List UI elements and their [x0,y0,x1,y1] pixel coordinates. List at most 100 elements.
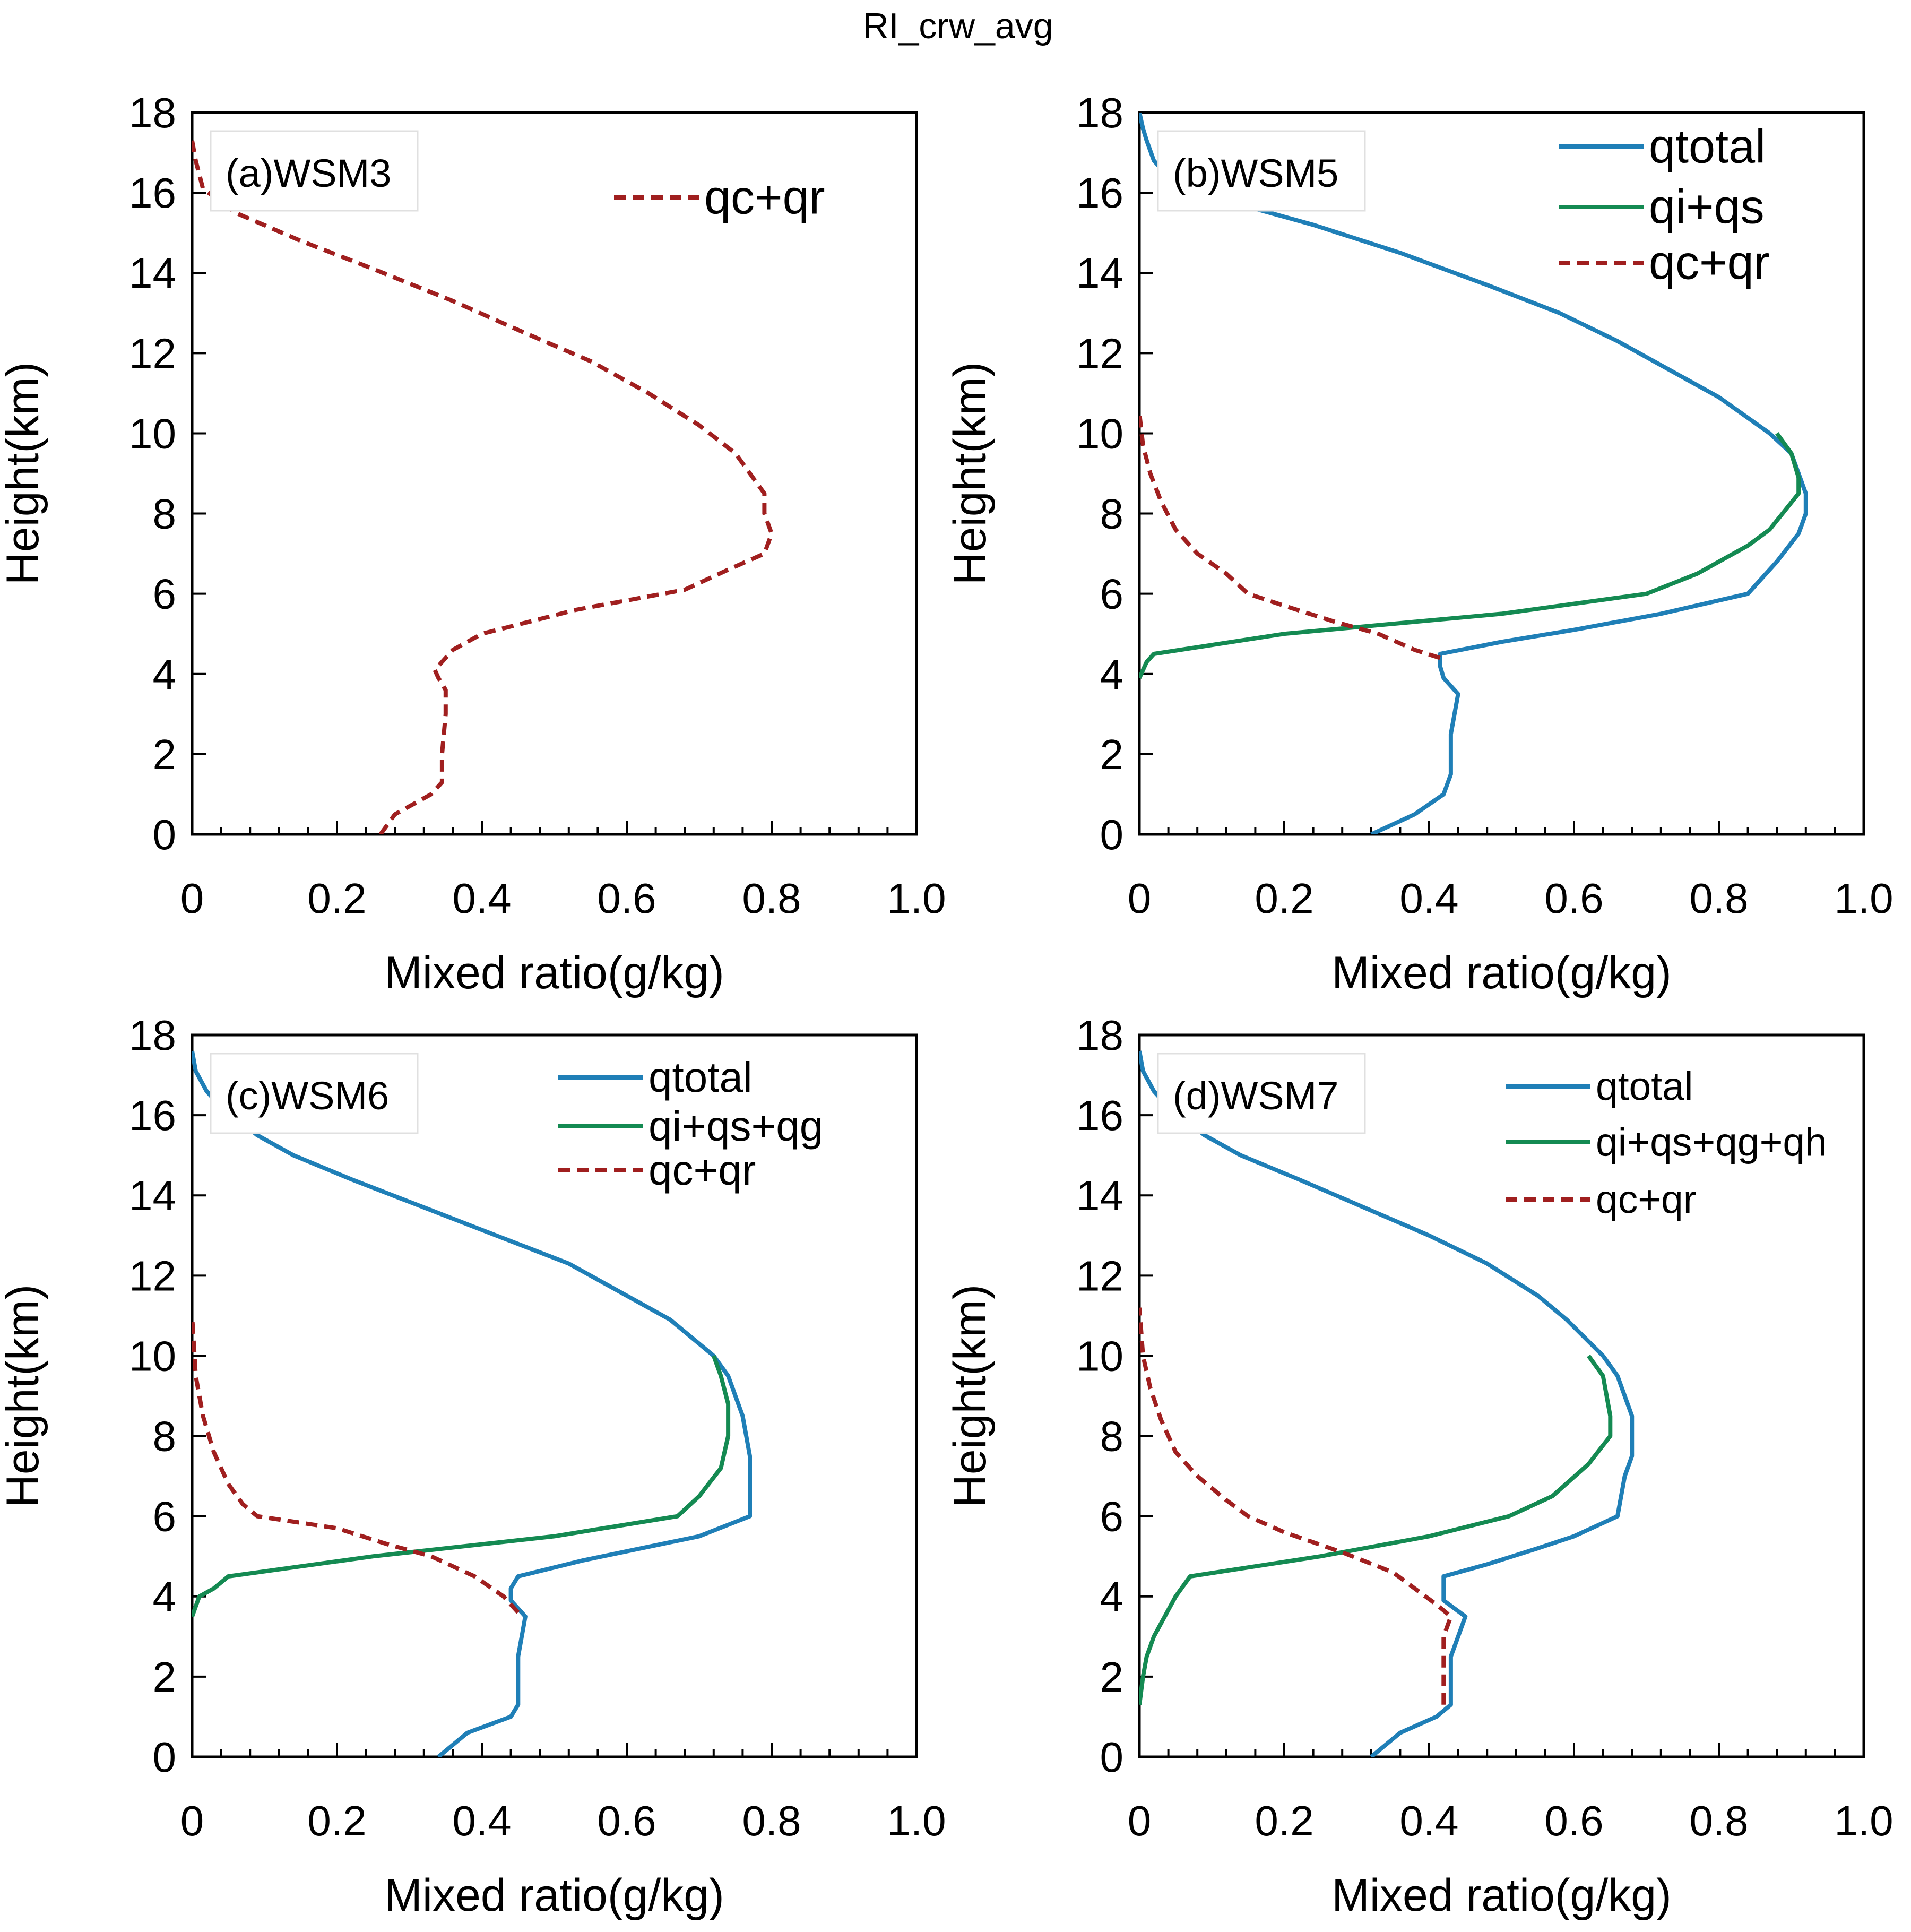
legend-label: qc+qr [648,1146,756,1194]
legend-label: qtotal [1649,120,1766,174]
x-tick-label: 0.8 [1689,1797,1748,1844]
y-tick-label: 16 [129,1092,176,1139]
series-line-qi-qs-qg [192,1355,731,1617]
series-line-qi-qs-qg-qh [1139,1355,1613,1705]
y-axis-label: Height(km) [945,1284,996,1508]
series-line-qi-qs [1139,432,1801,679]
x-tick-label: 1.0 [1834,875,1893,922]
x-tick-label: 1.0 [1834,1797,1893,1844]
x-tick-label: 0 [180,875,204,922]
y-tick-label: 2 [153,731,177,778]
y-tick-label: 18 [1076,89,1123,136]
series-line-qc-qr [192,1315,520,1614]
y-tick-label: 14 [129,249,176,297]
y-tick-label: 10 [1076,1332,1123,1379]
legend-label: qc+qr [704,171,825,225]
y-tick-label: 14 [129,1172,176,1219]
y-tick-label: 6 [153,1493,177,1540]
x-tick-label: 0 [180,1797,204,1844]
y-tick-label: 12 [1076,1252,1123,1299]
y-tick-label: 6 [153,571,177,618]
legend-label: qc+qr [1596,1177,1697,1222]
y-tick-label: 12 [129,330,176,377]
y-tick-label: 2 [1100,1653,1124,1701]
y-tick-label: 14 [1076,249,1123,297]
x-tick-label: 0 [1128,1797,1152,1844]
figure-title: RI_crw_avg [862,6,1053,46]
y-tick-label: 4 [1100,651,1124,698]
y-tick-label: 16 [1076,1092,1123,1139]
y-tick-label: 10 [129,410,176,457]
plot-frame [1138,111,1865,836]
y-tick-label: 16 [129,169,176,217]
y-tick-label: 2 [153,1653,177,1701]
y-axis-label: Height(km) [945,362,996,585]
x-tick-label: 0.6 [597,1797,656,1844]
legend-label: qi+qs [1649,181,1765,234]
y-tick-label: 0 [153,811,177,858]
panel-label-box [210,130,419,212]
series-line-qtotal [192,1050,752,1757]
x-tick-label: 0.2 [1255,875,1313,922]
x-tick-label: 0.2 [1255,1797,1313,1844]
panel-label: (d)WSM7 [1173,1074,1338,1118]
y-tick-label: 12 [1076,330,1123,377]
x-tick-label: 0.6 [597,875,656,922]
x-tick-label: 0.8 [1689,875,1748,922]
x-tick-label: 1.0 [887,1797,946,1844]
y-axis-label: Height(km) [0,1284,48,1508]
y-tick-label: 6 [1100,571,1124,618]
panel-2: 0 0.2 0.4 0.6 0.8 1.0 0 2 4 6 8 10 12 14 16 18 Mixed rat… [945,89,1893,998]
y-tick-label: 4 [153,651,177,698]
x-axis-label: Mixed ratio(g/kg) [384,947,724,998]
y-tick-label: 12 [129,1252,176,1299]
y-tick-label: 16 [1076,169,1123,217]
legend-label: qc+qr [1649,237,1770,290]
panel-label-box [1157,1053,1366,1134]
y-tick-label: 18 [129,89,176,136]
plot-frame [1138,1033,1865,1758]
y-tick-label: 18 [1076,1012,1123,1059]
panel-label-box [210,1053,419,1134]
plot-frame [191,111,918,836]
panel-4: 0 0.2 0.4 0.6 0.8 1.0 0 2 4 6 8 10 12 14 16 18 Mixed rat… [945,1012,1893,1921]
legend-label: qi+qs+qg+qh [1596,1120,1827,1165]
x-tick-label: 0.8 [742,1797,801,1844]
x-tick-label: 0.2 [307,1797,366,1844]
series-line-qtotal [1139,1050,1635,1757]
y-tick-label: 8 [1100,1413,1124,1460]
x-tick-label: 0.4 [452,1797,511,1844]
x-tick-label: 0.2 [307,875,366,922]
x-tick-label: 0.4 [1399,1797,1458,1844]
panel-label: (a)WSM3 [226,151,391,195]
y-tick-label: 2 [1100,731,1124,778]
x-axis-label: Mixed ratio(g/kg) [1331,947,1671,998]
panel-label: (b)WSM5 [1173,151,1338,195]
y-tick-label: 8 [1100,490,1124,538]
y-tick-label: 0 [153,1733,177,1781]
x-tick-label: 0 [1128,875,1152,922]
y-axis-label: Height(km) [0,362,48,585]
legend-label: qtotal [1596,1064,1693,1109]
y-tick-label: 4 [153,1573,177,1620]
panel-label-box [1157,130,1366,212]
series-line-qc-qr [1139,1307,1453,1705]
panel-3: 0 0.2 0.4 0.6 0.8 1.0 0 2 4 6 8 10 12 14 16 18 Mixed rat… [0,1012,946,1921]
legend-label: qtotal [648,1054,753,1101]
x-tick-label: 0.4 [452,875,511,922]
plot-frame [191,1033,918,1758]
y-tick-label: 0 [1100,811,1124,858]
series-line-qc-qr [1139,413,1441,660]
x-tick-label: 0.6 [1544,1797,1603,1844]
x-axis-label: Mixed ratio(g/kg) [1331,1870,1671,1921]
legend-label: qi+qs+qg [648,1102,823,1150]
x-tick-label: 1.0 [887,875,946,922]
y-tick-label: 18 [129,1012,176,1059]
y-tick-label: 10 [129,1332,176,1379]
y-tick-label: 4 [1100,1573,1124,1620]
y-tick-label: 14 [1076,1172,1123,1219]
y-tick-label: 8 [153,1413,177,1460]
x-axis-label: Mixed ratio(g/kg) [384,1870,724,1921]
panel-label: (c)WSM6 [226,1074,389,1118]
